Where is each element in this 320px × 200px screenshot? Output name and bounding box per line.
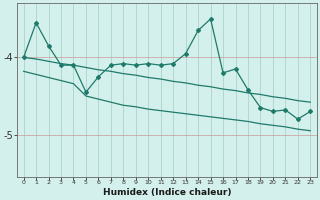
X-axis label: Humidex (Indice chaleur): Humidex (Indice chaleur) — [103, 188, 231, 197]
